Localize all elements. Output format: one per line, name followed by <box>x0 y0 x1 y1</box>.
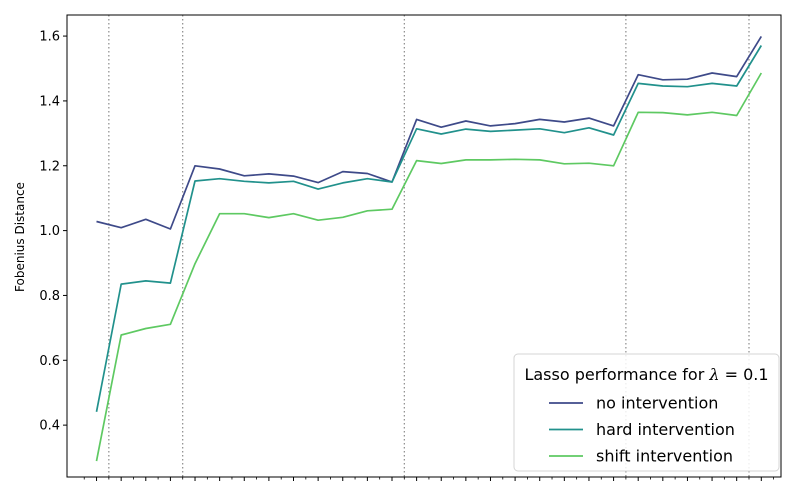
y-axis-label: Fobenius Distance <box>13 182 27 292</box>
y-tick-label: 1.0 <box>39 224 60 239</box>
series-line <box>95 45 763 412</box>
legend-title: Lasso performance for λ = 0.1 <box>524 365 768 384</box>
axes-frame <box>66 14 782 478</box>
legend: Lasso performance for λ = 0.1 no interven… <box>513 353 780 472</box>
axes: 0.4 0.6 0.8 1.0 1.2 1.4 1.6 <box>39 14 782 481</box>
y-tick-label: 1.4 <box>39 94 60 109</box>
y-tick-label: 0.8 <box>39 289 60 304</box>
y-tick-label: 1.2 <box>39 159 60 174</box>
series-line <box>95 72 763 462</box>
series-line <box>96 35 763 230</box>
legend-entry-label: no intervention <box>596 394 718 413</box>
legend-entry-label: shift intervention <box>596 447 733 466</box>
legend-box <box>513 353 780 472</box>
y-tick-label: 0.4 <box>39 419 60 434</box>
y-tick-label: 0.6 <box>39 354 60 369</box>
series-lines <box>95 35 763 462</box>
legend-entry-label: hard intervention <box>596 420 735 439</box>
y-tick-label: 1.6 <box>39 30 60 45</box>
